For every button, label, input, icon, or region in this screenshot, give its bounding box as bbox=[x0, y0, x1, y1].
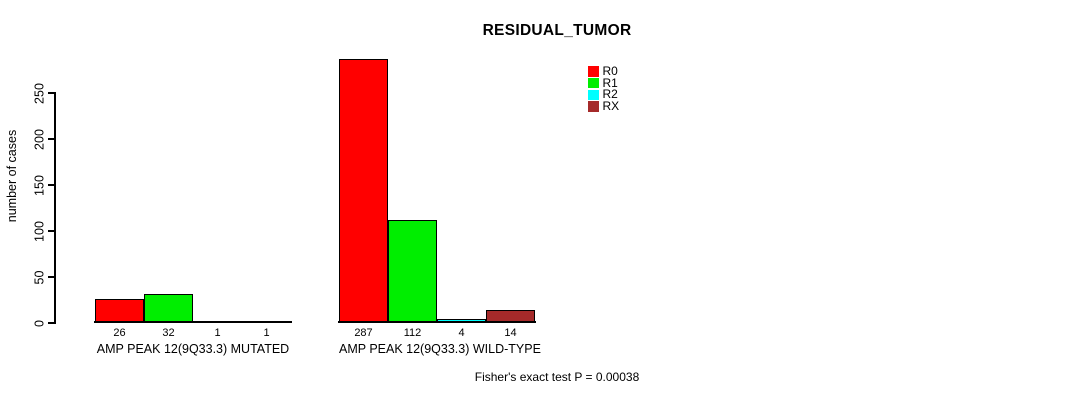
legend-label-r2: R2 bbox=[602, 87, 618, 102]
x-axis-baseline-group1 bbox=[338, 320, 536, 324]
y-tick-label: 100 bbox=[32, 220, 47, 242]
legend-label-rx: RX bbox=[602, 99, 620, 114]
bar-r0-group0 bbox=[95, 299, 144, 323]
y-tick-label: 50 bbox=[32, 270, 47, 284]
bar-value-label: 112 bbox=[403, 326, 422, 339]
y-tick-label: 0 bbox=[32, 319, 47, 327]
bar-value-label: 1 bbox=[214, 326, 221, 339]
y-tick bbox=[48, 322, 55, 324]
legend-swatch-r1 bbox=[588, 77, 599, 89]
y-tick bbox=[48, 230, 55, 232]
bar-rx-group1 bbox=[486, 310, 535, 323]
y-axis-line bbox=[54, 92, 56, 324]
legend: R0 R1 R2 RX bbox=[588, 64, 648, 121]
bar-value-label: 32 bbox=[162, 326, 175, 339]
y-tick bbox=[48, 184, 55, 186]
bar-r1-group0 bbox=[144, 293, 193, 323]
legend-item-r2: R2 bbox=[588, 87, 618, 102]
legend-item-r1: R1 bbox=[588, 75, 618, 90]
bar-value-label: 26 bbox=[113, 326, 126, 339]
bar-value-label: 14 bbox=[504, 326, 517, 339]
legend-swatch-r2 bbox=[588, 89, 599, 101]
legend-item-rx: RX bbox=[588, 99, 620, 114]
y-tick bbox=[48, 138, 55, 140]
x-axis-baseline-group0 bbox=[94, 320, 292, 324]
bar-value-label: 4 bbox=[458, 326, 465, 339]
legend-label-r0: R0 bbox=[602, 64, 618, 78]
chart-title: RESIDUAL_TUMOR bbox=[482, 22, 632, 39]
y-tick-label: 200 bbox=[32, 128, 47, 150]
y-tick-label: 250 bbox=[32, 82, 47, 104]
bar-r1-group1 bbox=[388, 219, 437, 323]
legend-swatch-rx bbox=[588, 101, 599, 112]
bar-r0-group1 bbox=[339, 58, 388, 323]
legend-item-r0: R0 bbox=[588, 64, 618, 78]
y-tick bbox=[48, 276, 55, 278]
bar-value-label: 287 bbox=[354, 326, 373, 339]
y-tick-label: 150 bbox=[32, 174, 47, 196]
bar-value-label: 1 bbox=[263, 326, 270, 339]
y-tick bbox=[48, 92, 55, 94]
legend-swatch-r0 bbox=[588, 66, 599, 77]
x-category-label-mutated: AMP PEAK 12(9Q33.3) MUTATED bbox=[96, 342, 290, 356]
legend-label-r1: R1 bbox=[602, 75, 618, 90]
x-category-label-wildtype: AMP PEAK 12(9Q33.3) WILD-TYPE bbox=[339, 342, 541, 356]
y-axis-title: number of cases bbox=[5, 129, 19, 223]
pvalue-annotation: Fisher's exact test P = 0.00038 bbox=[474, 370, 640, 384]
